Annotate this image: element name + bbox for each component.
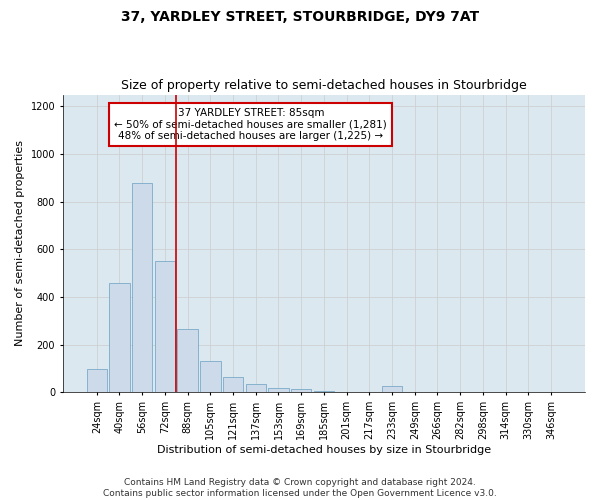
- Bar: [155, 262, 175, 392]
- Bar: [223, 377, 243, 392]
- X-axis label: Distribution of semi-detached houses by size in Stourbridge: Distribution of semi-detached houses by …: [157, 445, 491, 455]
- Y-axis label: Number of semi-detached properties: Number of semi-detached properties: [15, 140, 25, 346]
- Text: 37 YARDLEY STREET: 85sqm
← 50% of semi-detached houses are smaller (1,281)
48% o: 37 YARDLEY STREET: 85sqm ← 50% of semi-d…: [115, 108, 387, 141]
- Bar: [268, 388, 289, 392]
- Bar: [200, 362, 221, 392]
- Text: 37, YARDLEY STREET, STOURBRIDGE, DY9 7AT: 37, YARDLEY STREET, STOURBRIDGE, DY9 7AT: [121, 10, 479, 24]
- Bar: [314, 391, 334, 392]
- Bar: [109, 283, 130, 393]
- Bar: [132, 182, 152, 392]
- Bar: [245, 384, 266, 392]
- Bar: [178, 330, 198, 392]
- Bar: [382, 386, 402, 392]
- Bar: [86, 368, 107, 392]
- Bar: [291, 389, 311, 392]
- Title: Size of property relative to semi-detached houses in Stourbridge: Size of property relative to semi-detach…: [121, 79, 527, 92]
- Text: Contains HM Land Registry data © Crown copyright and database right 2024.
Contai: Contains HM Land Registry data © Crown c…: [103, 478, 497, 498]
